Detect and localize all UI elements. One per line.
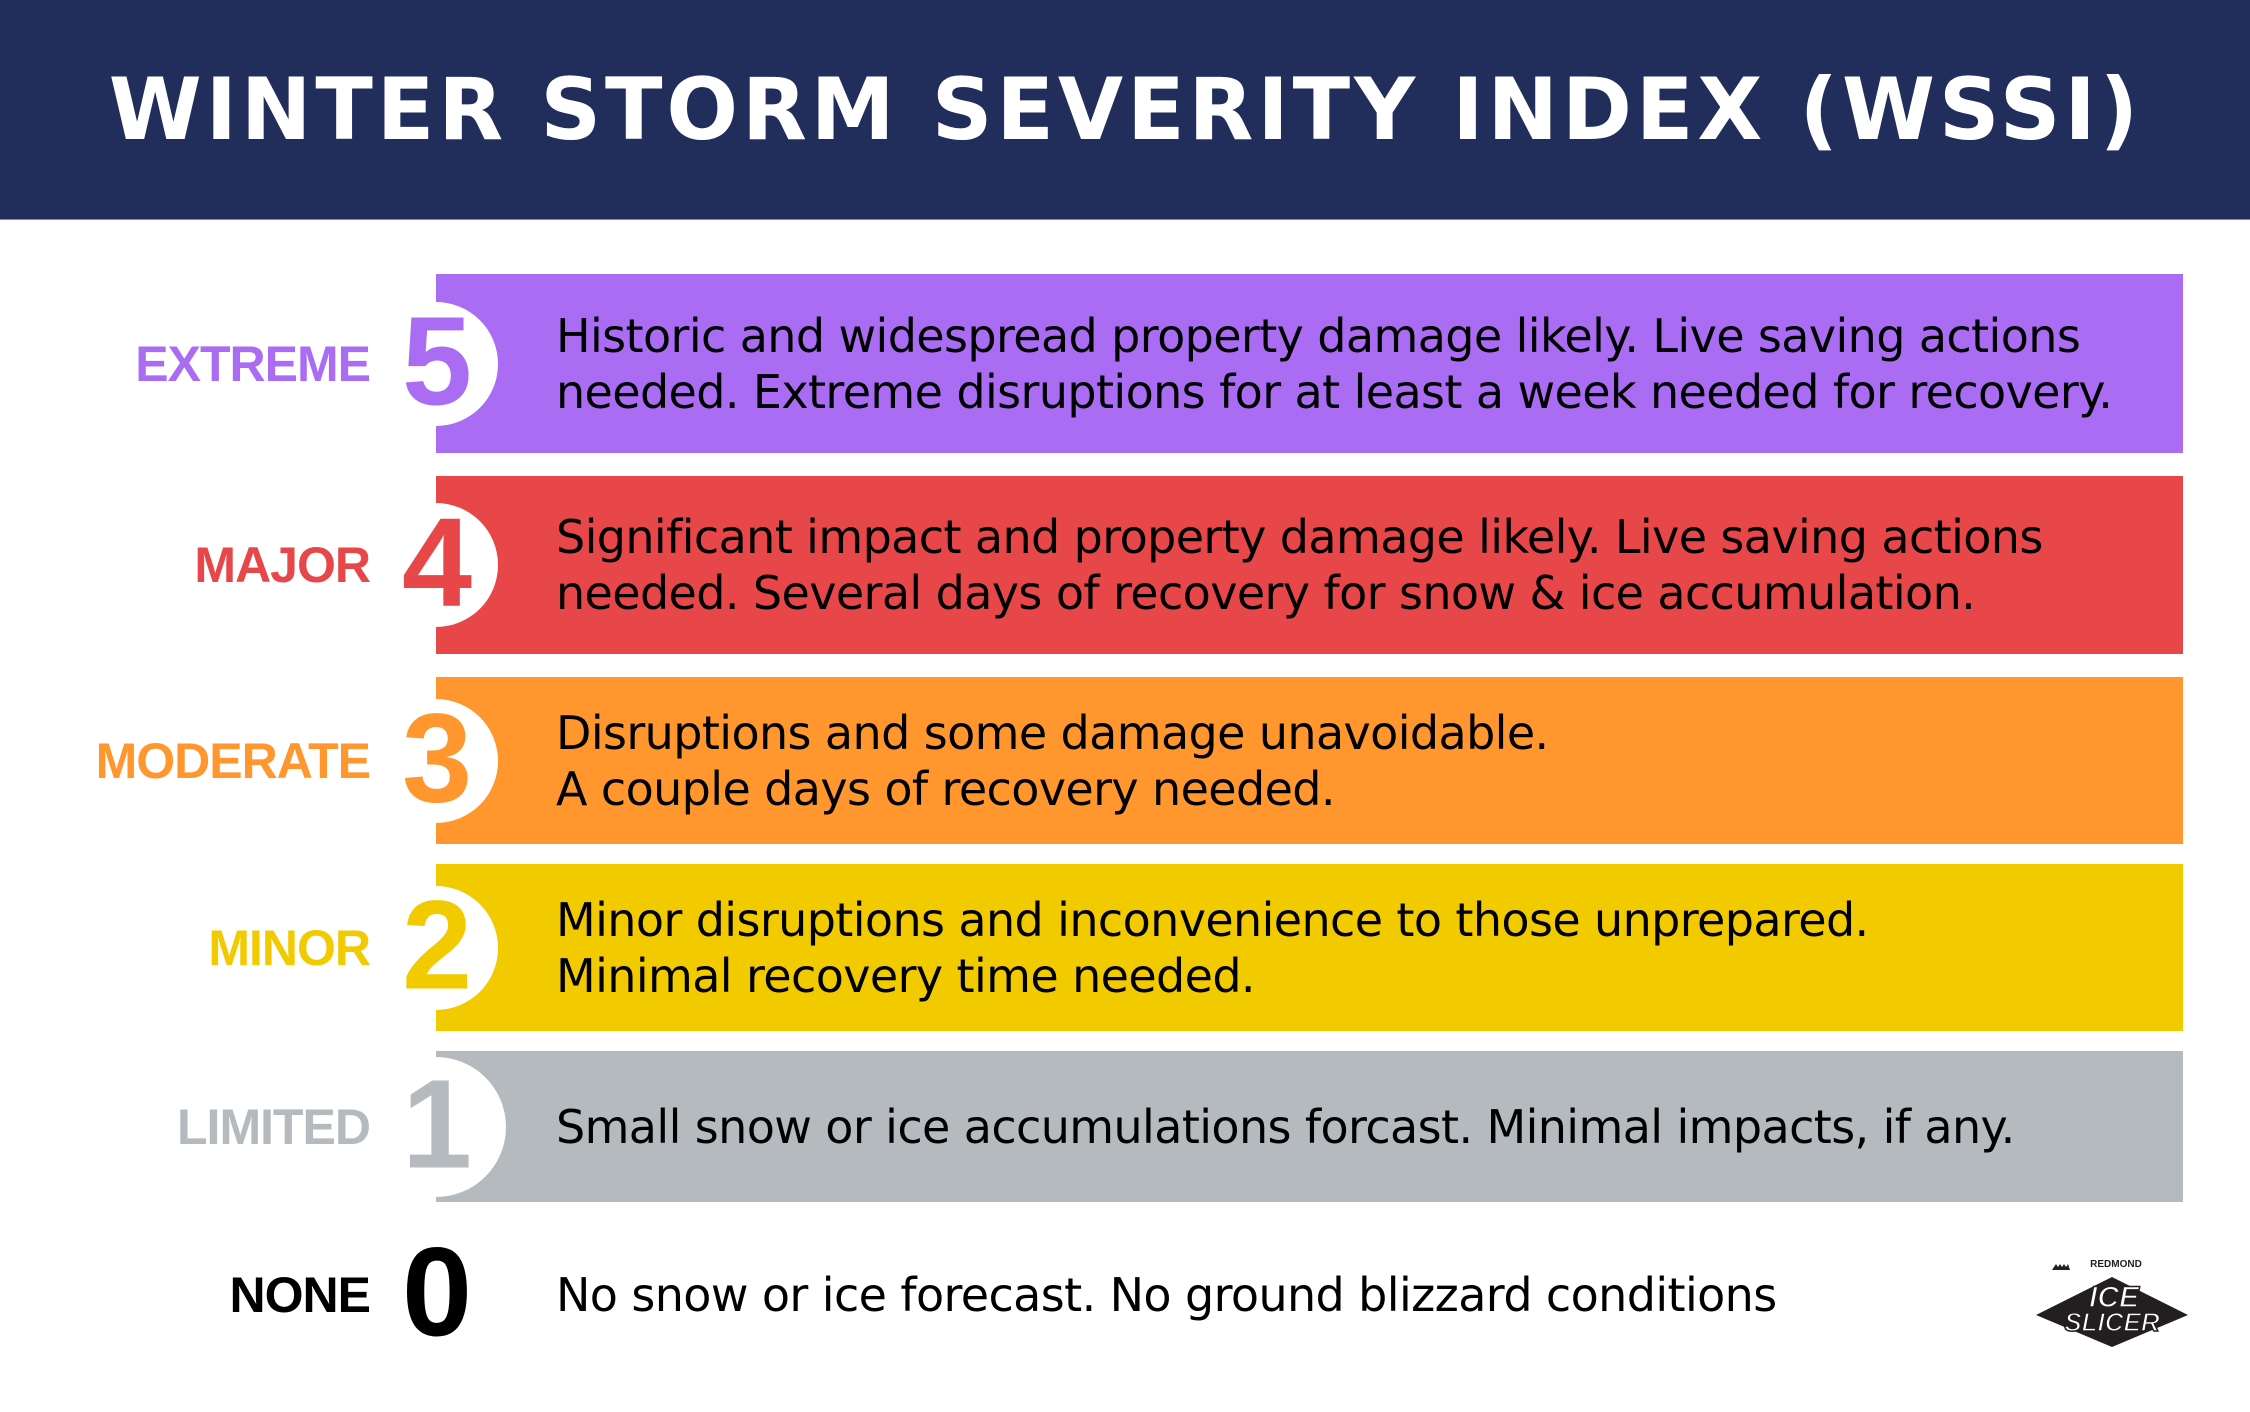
level-row-extreme: EXTREME 5 Historic and widespread proper…: [0, 274, 2250, 453]
description-line: Small snow or ice accumulations forcast.…: [556, 1099, 2015, 1154]
description-line: No snow or ice forecast. No ground blizz…: [556, 1268, 1777, 1322]
ice-slicer-logo-icon: REDMOND ICE SLICER: [2036, 1259, 2188, 1347]
level-description: Historic and widespread property damage …: [556, 308, 2113, 420]
level-label: MAJOR: [194, 537, 371, 593]
description-line: Historic and widespread property damage …: [556, 308, 2081, 363]
description-line: Disruptions and some damage unavoidable.: [556, 705, 1549, 760]
level-description: Significant impact and property damage l…: [556, 509, 2043, 621]
level-description: Disruptions and some damage unavoidable.…: [556, 705, 1549, 817]
level-number: 0: [402, 1221, 473, 1363]
level-row-moderate: MODERATE 3 Disruptions and some damage u…: [0, 677, 2250, 844]
description-line: Minor disruptions and inconvenience to t…: [556, 892, 1869, 947]
description-line: needed. Extreme disruptions for at least…: [556, 364, 2113, 419]
logo-slicer-text: SLICER: [2064, 1307, 2160, 1337]
level-label: LIMITED: [177, 1098, 371, 1155]
title-bar: WINTER STORM SEVERITY INDEX (WSSI): [0, 0, 2250, 220]
level-number: 4: [402, 491, 473, 633]
mountains-icon: [2052, 1264, 2070, 1270]
level-description: No snow or ice forecast. No ground blizz…: [556, 1267, 1777, 1323]
level-description: Small snow or ice accumulations forcast.…: [556, 1099, 2015, 1155]
ice-slicer-logo: REDMOND ICE SLICER: [2032, 1255, 2192, 1347]
level-label: NONE: [229, 1267, 371, 1323]
level-number: 5: [402, 289, 473, 431]
level-band: [436, 274, 2183, 453]
logo-ice-text: ICE: [2089, 1281, 2140, 1314]
level-number: 2: [402, 873, 473, 1015]
level-label: MODERATE: [95, 732, 371, 789]
level-number: 3: [402, 686, 473, 828]
level-band: [436, 864, 2183, 1031]
description-line: Minimal recovery time needed.: [556, 948, 1256, 1003]
description-line: Significant impact and property damage l…: [556, 510, 2043, 564]
level-band: [436, 677, 2183, 844]
level-row-major: MAJOR 4 Significant impact and property …: [0, 476, 2250, 654]
description-line: A couple days of recovery needed.: [556, 761, 1336, 816]
level-label: MINOR: [208, 919, 371, 976]
level-row-minor: MINOR 2 Minor disruptions and inconvenie…: [0, 864, 2250, 1031]
logo-brand-text: REDMOND: [2090, 1259, 2142, 1270]
level-row-limited: LIMITED 1 Small snow or ice accumulation…: [0, 1051, 2250, 1202]
page-title: WINTER STORM SEVERITY INDEX (WSSI): [108, 59, 2142, 160]
level-number: 1: [402, 1052, 473, 1194]
level-band: [436, 1051, 2183, 1202]
level-description: Minor disruptions and inconvenience to t…: [556, 892, 1869, 1004]
description-line: needed. Several days of recovery for sno…: [556, 566, 1976, 620]
level-label: EXTREME: [135, 335, 371, 392]
level-row-none: NONE 0 No snow or ice forecast. No groun…: [0, 1221, 2250, 1363]
level-band: [436, 476, 2183, 654]
